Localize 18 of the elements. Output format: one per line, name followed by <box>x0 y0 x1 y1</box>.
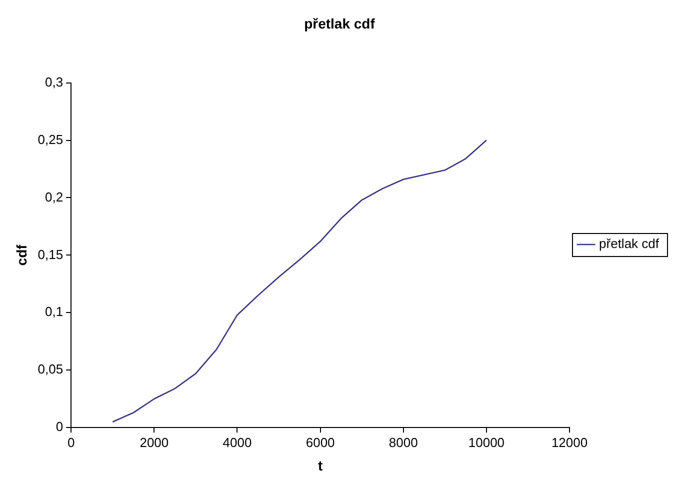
y-tick-label: 0,05 <box>38 362 64 377</box>
y-tick-label: 0,3 <box>45 74 64 90</box>
y-tick-label: 0,15 <box>38 246 64 262</box>
y-axis-title: cdf <box>13 244 30 266</box>
x-tick-label: 12000 <box>551 434 588 450</box>
x-tick-label: 10000 <box>468 434 505 450</box>
y-tick-label: 0,25 <box>38 132 64 147</box>
x-tick-label: 0 <box>67 434 75 450</box>
y-tick-label: 0 <box>56 419 64 434</box>
x-tick-label: 6000 <box>306 434 335 450</box>
x-tick-label: 2000 <box>140 434 169 450</box>
y-tick-label: 0,2 <box>45 189 64 204</box>
x-tick-label: 4000 <box>222 434 252 450</box>
y-tick-label: 0,1 <box>45 304 64 320</box>
x-tick-label: 8000 <box>388 434 418 450</box>
chart-title: přetlak cdf <box>304 15 376 32</box>
legend-label: přetlak cdf <box>599 236 660 252</box>
x-axis-title: t <box>318 457 323 474</box>
